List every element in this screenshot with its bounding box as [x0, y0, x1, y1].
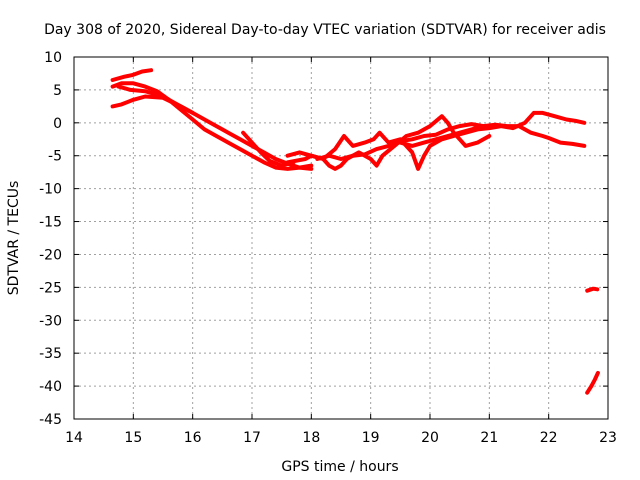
series-track-9 [315, 122, 486, 161]
y-tick-label: 0 [53, 116, 62, 132]
series-track-4 [116, 84, 195, 115]
plot-frame [73, 56, 609, 420]
y-tick-label: -30 [39, 313, 62, 329]
chart-title: Day 308 of 2020, Sidereal Day-to-day VTE… [44, 22, 606, 38]
series-layer [110, 68, 600, 395]
series-track-3 [110, 94, 314, 171]
y-tick-label: -20 [39, 247, 62, 263]
series-track-7 [285, 110, 587, 171]
x-tick-label: 22 [540, 430, 558, 446]
series-track-11 [585, 370, 600, 395]
y-tick-label: -15 [39, 215, 62, 231]
y-tick-label: -5 [48, 149, 62, 165]
y-tick-label: -45 [39, 412, 62, 428]
y-axis-title: SDTVAR / TECUs [6, 181, 22, 296]
series-track-5 [241, 130, 296, 168]
y-tick-label: -10 [39, 182, 62, 198]
x-tick-label: 15 [124, 430, 142, 446]
y-tick-label: -40 [39, 379, 62, 395]
series-track-1 [110, 68, 154, 82]
grid-layer [74, 57, 608, 419]
x-tick-label: 23 [599, 430, 617, 446]
x-tick-label: 18 [302, 430, 320, 446]
y-tick-label: 5 [53, 83, 62, 99]
y-tick-label: 10 [44, 50, 62, 66]
series-track-10 [585, 286, 600, 293]
x-tick-label: 16 [184, 430, 202, 446]
tick-layer: 14 15 16 17 18 19 20 21 22 23 10 5 0 -5 -10 -15 -20 -25 -3… [39, 50, 617, 446]
x-tick-label: 14 [65, 430, 83, 446]
series-track-8 [398, 122, 587, 148]
x-tick-label: 17 [243, 430, 261, 446]
x-tick-label: 21 [480, 430, 498, 446]
series-track-2 [110, 81, 314, 171]
x-axis-title: GPS time / hours [281, 459, 398, 475]
x-tick-label: 20 [421, 430, 439, 446]
y-tick-label: -35 [39, 346, 62, 362]
x-tick-label: 19 [362, 430, 380, 446]
y-tick-label: -25 [39, 280, 62, 296]
